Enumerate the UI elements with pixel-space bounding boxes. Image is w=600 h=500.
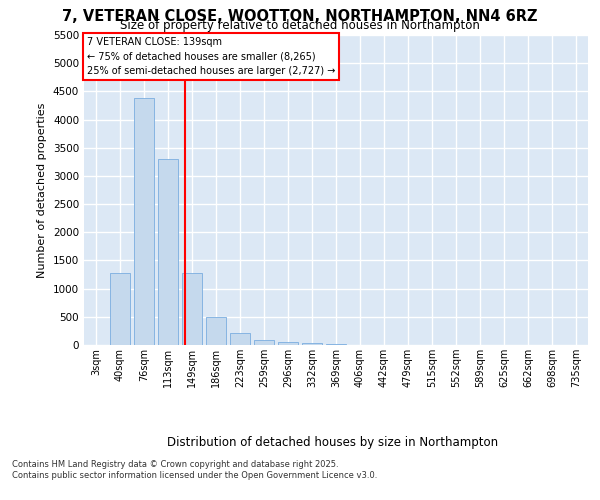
Bar (182, 273, 202, 345)
Bar (326, 344, 346, 345)
Text: 7 VETERAN CLOSE: 139sqm
← 75% of detached houses are smaller (8,265)
25% of semi: 7 VETERAN CLOSE: 139sqm ← 75% of detache… (86, 36, 335, 76)
Bar (278, 342, 298, 345)
Text: 7, VETERAN CLOSE, WOOTTON, NORTHAMPTON, NN4 6RZ: 7, VETERAN CLOSE, WOOTTON, NORTHAMPTON, … (62, 9, 538, 24)
Bar (110, 274, 130, 345)
Bar (302, 344, 322, 345)
Text: Contains HM Land Registry data © Crown copyright and database right 2025.: Contains HM Land Registry data © Crown c… (12, 460, 338, 469)
Bar (134, 98, 154, 345)
Y-axis label: Number of detached properties: Number of detached properties (37, 102, 47, 278)
Text: Size of property relative to detached houses in Northampton: Size of property relative to detached ho… (120, 19, 480, 32)
Text: Contains public sector information licensed under the Open Government Licence v3: Contains public sector information licen… (12, 471, 377, 480)
Text: Distribution of detached houses by size in Northampton: Distribution of detached houses by size … (167, 436, 499, 449)
Bar (254, 340, 274, 345)
Bar (230, 332, 250, 345)
Bar (206, 317, 226, 345)
Bar (158, 159, 178, 345)
